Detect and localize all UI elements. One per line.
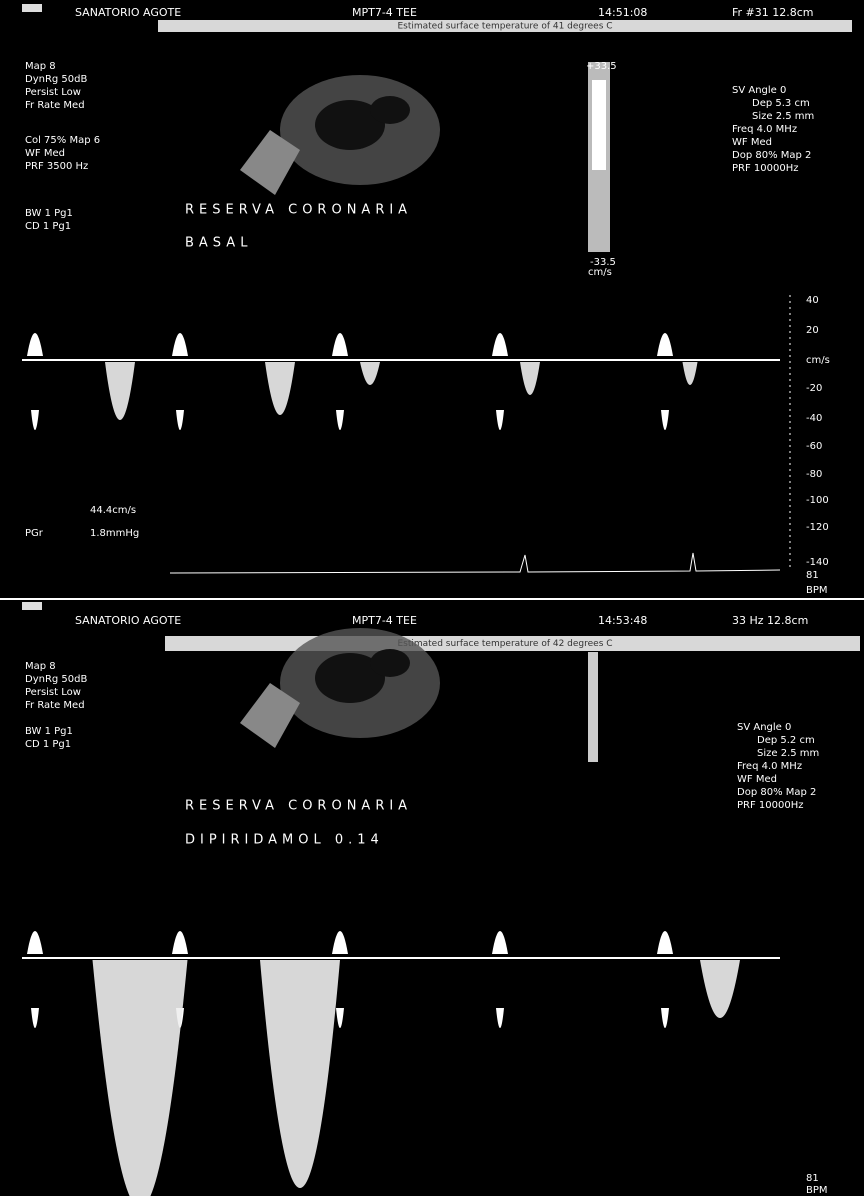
left-param: Persist Low	[25, 87, 81, 98]
overlay-text: BASAL	[185, 236, 252, 251]
time: 14:51:08	[598, 6, 647, 19]
logo	[22, 4, 42, 12]
right-param: PRF 10000Hz	[732, 163, 799, 174]
echo-image	[370, 649, 410, 677]
scale-label: -120	[806, 522, 829, 533]
left-param: Map 8	[25, 61, 56, 72]
overlay-text: RESERVA CORONARIA	[185, 799, 412, 814]
color-bar	[588, 652, 598, 762]
scale-label: cm/s	[806, 355, 830, 366]
left-param: CD 1 Pg1	[25, 739, 71, 750]
left-param: Col 75% Map 6	[25, 135, 100, 146]
measurement: 1.8mmHg	[90, 528, 139, 539]
right-param: SV Angle 0	[737, 722, 791, 733]
left-param: Map 8	[25, 661, 56, 672]
left-param: Fr Rate Med	[25, 700, 85, 711]
right-param: Dop 80% Map 2	[737, 787, 816, 798]
scale-label: BPM	[806, 1185, 828, 1196]
right-param: PRF 10000Hz	[737, 800, 804, 811]
scale-label: -140	[806, 557, 829, 568]
right-param: Size 2.5 mm	[757, 748, 819, 759]
site: SANATORIO AGOTE	[75, 614, 181, 627]
left-param: WF Med	[25, 148, 65, 159]
frame: Fr #31 12.8cm	[732, 6, 814, 19]
color-bar-label: cm/s	[588, 267, 612, 278]
measurement: PGr	[25, 528, 44, 539]
scale-label: BPM	[806, 585, 828, 596]
scale-label: -40	[806, 413, 822, 424]
left-param: DynRg 50dB	[25, 674, 88, 685]
probe: MPT7-4 TEE	[352, 614, 417, 627]
frame: 33 Hz 12.8cm	[732, 614, 808, 627]
scale-label: 81	[806, 1173, 819, 1184]
site: SANATORIO AGOTE	[75, 6, 181, 19]
right-param: WF Med	[732, 137, 772, 148]
probe: MPT7-4 TEE	[352, 6, 417, 19]
right-param: SV Angle 0	[732, 85, 786, 96]
left-param: BW 1 Pg1	[25, 208, 73, 219]
scale-label: -80	[806, 469, 822, 480]
left-param: PRF 3500 Hz	[25, 161, 88, 172]
scale-label: 40	[806, 295, 819, 306]
overlay-text: DIPIRIDAMOL 0.14	[185, 833, 384, 848]
banner-text: Estimated surface temperature of 42 degr…	[397, 639, 612, 649]
left-param: CD 1 Pg1	[25, 221, 71, 232]
scale-label: 20	[806, 325, 819, 336]
measurement: 44.4cm/s	[90, 505, 136, 516]
echo-image	[370, 96, 410, 124]
right-param: Dep 5.3 cm	[752, 98, 810, 109]
left-param: Persist Low	[25, 687, 81, 698]
time: 14:53:48	[598, 614, 647, 627]
scale-label: -20	[806, 383, 822, 394]
left-param: Fr Rate Med	[25, 100, 85, 111]
left-param: DynRg 50dB	[25, 74, 88, 85]
logo	[22, 602, 42, 610]
right-param: Size 2.5 mm	[752, 111, 814, 122]
scale-label: -100	[806, 495, 829, 506]
left-param: BW 1 Pg1	[25, 726, 73, 737]
ultrasound-screens: SANATORIO AGOTE MPT7-4 TEE 14:51:08 Fr #31 …	[0, 0, 864, 1196]
color-bar	[592, 80, 606, 170]
right-param: Freq 4.0 MHz	[737, 761, 802, 772]
banner-text: Estimated surface temperature of 41 degr…	[397, 22, 612, 32]
overlay-text: RESERVA CORONARIA	[185, 203, 412, 218]
scale-label: 81	[806, 570, 819, 581]
right-param: Dop 80% Map 2	[732, 150, 811, 161]
color-bar-label: +33.5	[586, 61, 617, 72]
scale-label: -60	[806, 441, 822, 452]
right-param: WF Med	[737, 774, 777, 785]
right-param: Dep 5.2 cm	[757, 735, 815, 746]
right-param: Freq 4.0 MHz	[732, 124, 797, 135]
